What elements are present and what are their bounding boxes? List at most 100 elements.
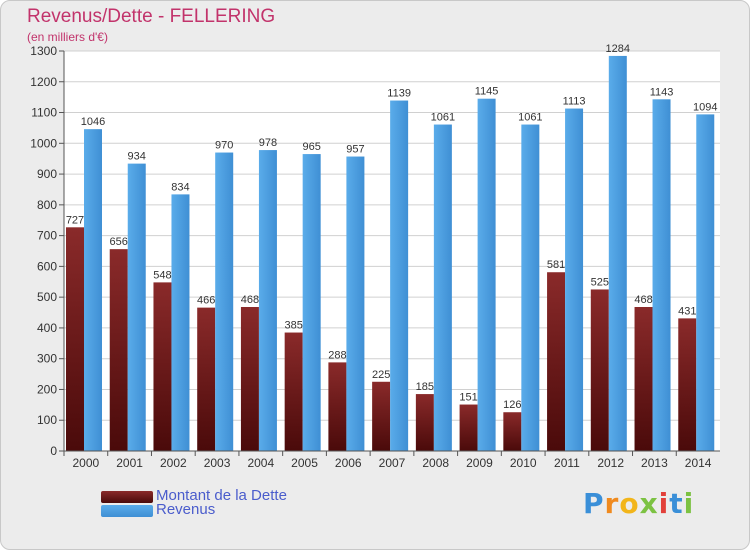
x-axis: 2000 2001 2002 2003 2004 2005 2006 2007 2008 2009… [63,450,720,470]
bar-revenus [565,108,584,452]
y-axis: 0 100 200 300 400 500 600 700 800 900 1000 1100 1200… [30,44,65,458]
bar-revenus [171,194,190,451]
legend-swatch-revenus [101,505,153,517]
data-label-dette: 126 [503,399,521,411]
data-label-revenus: 1061 [431,112,455,124]
bar-dette [240,307,259,451]
bar-dette [634,307,653,451]
x-tick-label: 2006 [335,456,362,470]
data-label-dette: 581 [547,259,565,271]
bar-revenus [433,124,452,452]
bar-revenus [608,55,627,452]
x-tick-label: 2011 [554,456,580,470]
bar-dette [678,318,697,451]
data-label-dette: 151 [459,392,477,404]
x-tick-label: 2000 [73,456,100,470]
data-label-revenus: 1094 [693,101,717,113]
bar-revenus [521,124,540,452]
data-label-revenus: 1046 [81,116,105,128]
bar-dette [415,394,434,451]
bars-group [66,55,715,452]
data-label-revenus: 1143 [650,86,674,98]
y-tick-label: 100 [37,413,57,427]
data-label-revenus: 934 [128,151,146,163]
data-label-dette: 468 [634,294,652,306]
x-tick-label: 2005 [291,456,318,470]
data-label-dette: 525 [591,276,609,288]
bar-revenus [302,154,321,452]
y-tick-label: 1200 [30,75,57,89]
logo-letter: r [604,487,620,520]
bar-dette [284,332,303,451]
bar-dette [459,404,478,451]
y-tick-label: 0 [50,444,57,458]
y-tick-label: 400 [37,321,57,335]
data-label-revenus: 1139 [387,88,411,100]
logo-letter: P [583,487,605,520]
x-tick-label: 2002 [160,456,187,470]
logo-letter: i [658,487,670,520]
data-label-revenus: 1113 [563,96,586,108]
bar-revenus [215,152,234,452]
data-label-dette: 656 [110,236,128,248]
y-tick-label: 500 [37,290,57,304]
x-tick-label: 2004 [247,456,274,470]
bar-revenus [258,150,277,452]
data-label-revenus: 970 [215,140,233,152]
logo-letter: i [683,487,695,520]
chart-subtitle: (en milliers d'€) [27,30,108,44]
x-tick-label: 2010 [510,456,537,470]
bar-dette [372,381,391,451]
data-label-revenus: 834 [171,181,189,193]
x-tick-label: 2001 [116,456,143,470]
y-tick-label: 900 [37,167,57,181]
data-label-dette: 548 [153,269,171,281]
data-label-revenus: 1284 [606,43,630,55]
proxiti-logo: Proxiti [583,487,694,520]
bar-dette [328,362,347,451]
y-tick-label: 300 [37,352,57,366]
x-tick-label: 2008 [422,456,449,470]
x-tick-label: 2014 [685,456,712,470]
data-label-dette: 466 [197,295,215,307]
x-tick-label: 2009 [466,456,493,470]
bar-revenus [84,129,102,451]
bar-dette [503,412,522,451]
data-label-dette: 185 [416,381,434,393]
x-tick-label: 2013 [641,456,668,470]
data-label-dette: 385 [284,320,302,332]
bar-revenus [346,156,365,452]
legend-label-revenus: Revenus [156,501,216,518]
chart-title: Revenus/Dette - FELLERING [27,6,276,27]
data-label-dette: 431 [678,305,696,317]
data-label-dette: 288 [328,349,346,361]
bar-dette [590,289,609,451]
y-tick-label: 200 [37,382,57,396]
data-label-revenus: 957 [346,144,364,156]
bar-dette [547,272,566,451]
data-label-revenus: 978 [259,137,277,149]
y-tick-label: 1300 [30,44,57,58]
data-label-dette: 468 [241,294,259,306]
legend-swatch-dette [101,491,153,503]
data-labels: 727 1046 656 934 548 834 466 970 468 978 385 965 288… [66,43,718,411]
data-label-revenus: 1061 [518,112,542,124]
logo-letter: t [669,487,684,520]
data-label-dette: 727 [66,214,84,226]
legend-label-dette: Montant de la Dette [156,487,287,504]
y-tick-label: 1000 [30,136,57,150]
bar-revenus [127,163,146,451]
bar-revenus [477,98,496,451]
x-tick-label: 2012 [597,456,624,470]
bar-revenus [390,100,409,452]
x-tick-label: 2007 [379,456,406,470]
bar-dette [109,249,128,451]
bar-dette [66,227,84,451]
data-label-revenus: 1145 [475,86,499,98]
data-label-revenus: 965 [302,141,320,153]
y-tick-label: 1100 [31,106,57,120]
y-tick-label: 600 [37,259,57,273]
data-label-dette: 225 [372,369,390,381]
